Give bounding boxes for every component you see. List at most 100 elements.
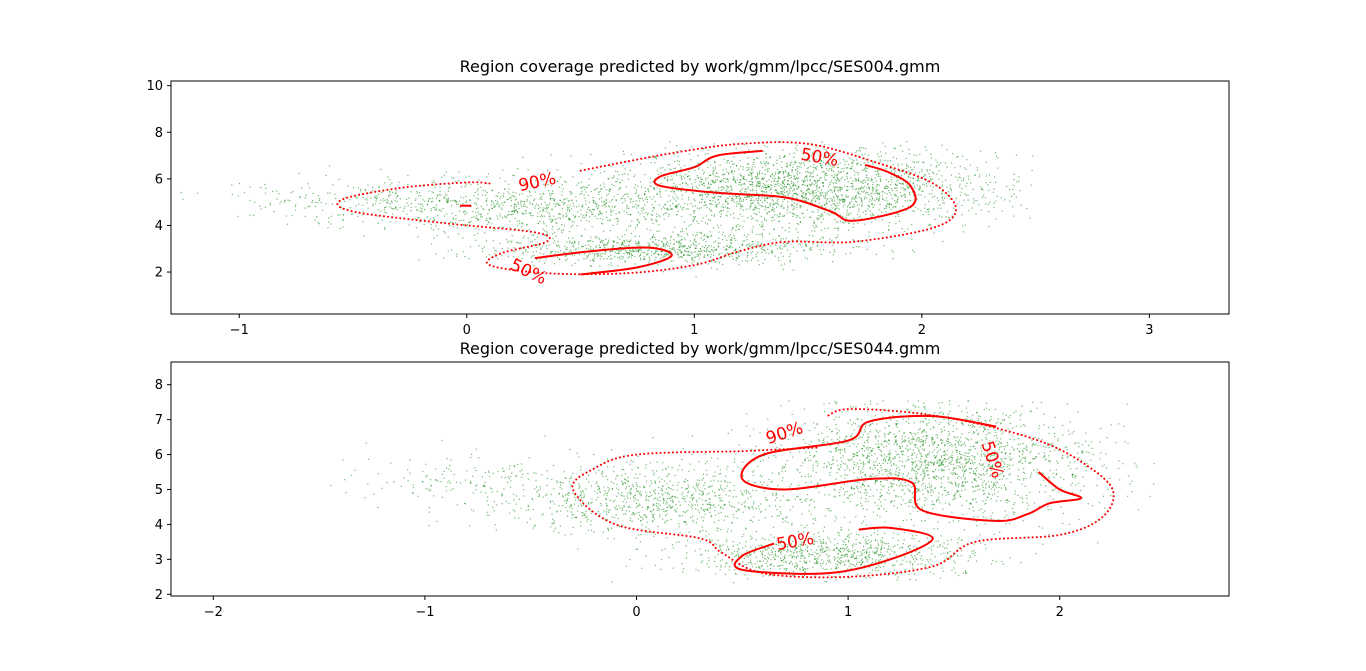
- scatter-point: [924, 441, 927, 443]
- scatter-point: [681, 177, 683, 179]
- scatter-point: [856, 159, 858, 161]
- scatter-point: [1005, 499, 1007, 501]
- scatter-point: [968, 209, 970, 212]
- scatter-point: [840, 186, 842, 188]
- scatter-point: [418, 217, 420, 219]
- scatter-point: [463, 197, 465, 199]
- scatter-point: [850, 212, 852, 214]
- scatter-point: [729, 239, 731, 241]
- scatter-point: [415, 227, 417, 229]
- scatter-point: [783, 183, 785, 185]
- scatter-point: [681, 215, 683, 218]
- scatter-point: [634, 256, 636, 258]
- scatter-point: [888, 443, 890, 445]
- scatter-point: [959, 467, 961, 469]
- scatter-point: [741, 244, 743, 247]
- scatter-point: [829, 183, 831, 185]
- scatter-point: [825, 172, 827, 174]
- scatter-point: [821, 213, 823, 215]
- scatter-point: [410, 191, 412, 193]
- scatter-point: [550, 251, 552, 253]
- scatter-point: [878, 156, 880, 158]
- scatter-point: [438, 200, 440, 202]
- scatter-point: [1033, 502, 1036, 504]
- scatter-point: [541, 246, 543, 248]
- scatter-point: [868, 205, 870, 207]
- scatter-point: [529, 191, 531, 193]
- scatter-point: [748, 163, 750, 165]
- scatter-point: [906, 173, 908, 175]
- scatter-point: [818, 195, 820, 197]
- scatter-point: [783, 198, 785, 201]
- scatter-point: [624, 260, 626, 262]
- scatter-point: [862, 169, 864, 171]
- scatter-point: [749, 189, 752, 192]
- scatter-point: [909, 181, 911, 183]
- scatter-point: [782, 182, 784, 184]
- scatter-point: [1043, 424, 1045, 426]
- scatter-point: [776, 162, 778, 165]
- scatter-point: [538, 245, 540, 247]
- scatter-point: [828, 190, 830, 192]
- scatter-point: [943, 451, 945, 453]
- scatter-point: [973, 456, 975, 458]
- scatter-point: [380, 191, 382, 194]
- scatter-point: [902, 183, 904, 185]
- scatter-point: [827, 170, 829, 172]
- scatter-point: [870, 195, 872, 197]
- scatter-point: [893, 489, 895, 492]
- scatter-point: [645, 190, 647, 192]
- scatter-point: [1031, 169, 1033, 172]
- scatter-point: [854, 178, 856, 180]
- scatter-point: [494, 228, 496, 230]
- scatter-point: [975, 213, 977, 215]
- scatter-point: [1100, 452, 1102, 454]
- scatter-point: [679, 241, 681, 244]
- scatter-point: [448, 187, 450, 189]
- scatter-point: [812, 170, 814, 172]
- scatter-point: [550, 221, 553, 223]
- scatter-point: [711, 234, 713, 236]
- scatter-point: [760, 199, 762, 201]
- scatter-point: [842, 199, 844, 201]
- scatter-point: [766, 180, 768, 183]
- scatter-point: [553, 199, 556, 201]
- scatter-point: [893, 147, 895, 149]
- scatter-point: [872, 473, 874, 475]
- scatter-point: [618, 189, 620, 191]
- scatter-point: [838, 208, 840, 210]
- scatter-point: [861, 191, 863, 193]
- scatter-point: [698, 208, 701, 210]
- scatter-point: [831, 199, 833, 201]
- scatter-point: [952, 463, 954, 465]
- scatter-point: [454, 200, 456, 202]
- scatter-point: [553, 203, 555, 205]
- scatter-point: [974, 485, 977, 488]
- scatter-point: [1049, 469, 1051, 472]
- scatter-point: [727, 160, 729, 162]
- scatter-point: [406, 198, 408, 200]
- scatter-point: [676, 174, 678, 176]
- scatter-point: [464, 213, 466, 215]
- scatter-point: [860, 181, 862, 183]
- scatter-point: [962, 225, 964, 227]
- scatter-point: [853, 217, 855, 220]
- scatter-point: [961, 490, 963, 492]
- scatter-point: [938, 164, 940, 166]
- scatter-point: [760, 215, 762, 217]
- scatter-point: [366, 202, 368, 204]
- scatter-point: [508, 240, 510, 242]
- scatter-point: [885, 188, 887, 190]
- scatter-point: [677, 253, 679, 255]
- scatter-point: [882, 191, 884, 193]
- scatter-point: [774, 177, 776, 179]
- scatter-point: [651, 214, 653, 216]
- scatter-point: [951, 457, 953, 459]
- scatter-point: [376, 197, 378, 199]
- scatter-point: [769, 156, 771, 158]
- scatter-point: [839, 214, 842, 216]
- scatter-point: [766, 207, 768, 209]
- scatter-point: [541, 216, 543, 218]
- scatter-point: [524, 201, 526, 203]
- scatter-point: [495, 205, 497, 207]
